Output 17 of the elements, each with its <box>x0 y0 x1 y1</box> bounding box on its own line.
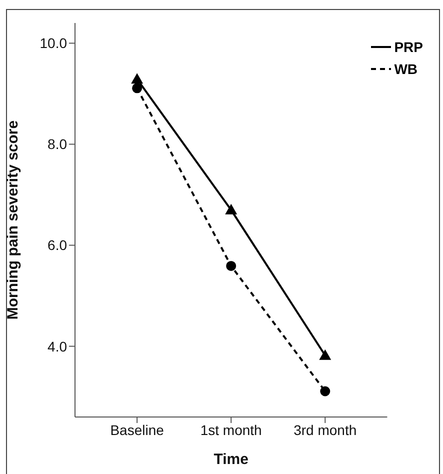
point <box>131 73 144 84</box>
point <box>225 204 238 214</box>
y-tick-label: 10.0 <box>40 35 68 52</box>
point <box>319 349 332 360</box>
x-tick-label: 1st month <box>200 422 262 438</box>
point <box>226 260 236 271</box>
y-tick-label: 8.0 <box>48 136 68 152</box>
legend-label: WB <box>394 61 418 77</box>
y-tick-label: 4.0 <box>48 338 68 354</box>
point <box>320 386 330 396</box>
y-tick-label: 6.0 <box>48 237 68 254</box>
x-tick-label: Baseline <box>110 422 164 438</box>
x-tick-label: 3rd month <box>294 422 357 438</box>
x-axis-title: Time <box>214 451 248 468</box>
point <box>132 83 142 94</box>
legend-label: PRP <box>394 39 423 55</box>
y-axis-title: Morning pain severity score <box>4 120 22 320</box>
